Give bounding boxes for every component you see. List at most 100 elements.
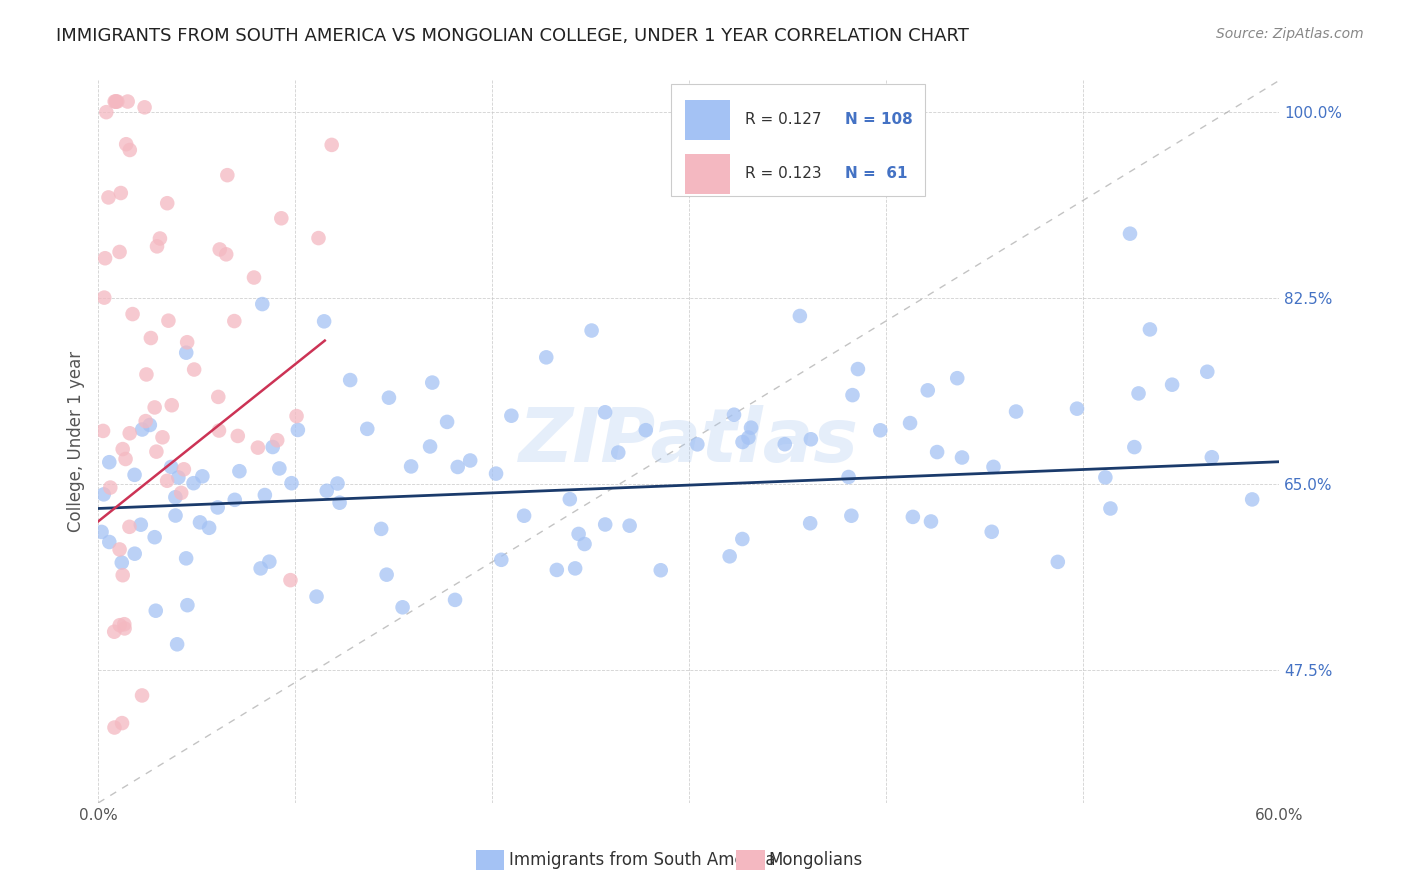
Point — [91, 424, 114, 438]
Point — [262, 440, 284, 454]
Point — [224, 492, 246, 507]
Point — [1197, 365, 1219, 379]
Text: Immigrants from South America: Immigrants from South America — [509, 851, 775, 869]
Point — [799, 516, 821, 531]
Text: N = 108: N = 108 — [845, 112, 912, 128]
Point — [370, 522, 392, 536]
Point — [447, 460, 470, 475]
Point — [838, 470, 860, 484]
Point — [737, 431, 759, 445]
Point — [593, 405, 616, 419]
Point — [1119, 227, 1142, 241]
Point — [104, 95, 127, 109]
Point — [139, 417, 162, 432]
Point — [124, 547, 146, 561]
Point — [314, 314, 336, 328]
Point — [568, 527, 591, 541]
Point — [1201, 450, 1223, 465]
Point — [124, 467, 146, 482]
Point — [315, 483, 337, 498]
Point — [773, 437, 796, 451]
Point — [329, 496, 352, 510]
Text: IMMIGRANTS FROM SOUTH AMERICA VS MONGOLIAN COLLEGE, UNDER 1 YEAR CORRELATION CHA: IMMIGRANTS FROM SOUTH AMERICA VS MONGOLI… — [56, 27, 969, 45]
Point — [183, 362, 205, 376]
Point — [731, 532, 754, 546]
Point — [94, 252, 117, 266]
Point — [259, 555, 281, 569]
Point — [1099, 501, 1122, 516]
Point — [166, 637, 188, 651]
Point — [287, 423, 309, 437]
Point — [280, 573, 302, 587]
FancyBboxPatch shape — [685, 154, 730, 194]
Point — [112, 617, 135, 632]
Point — [898, 416, 921, 430]
Y-axis label: College, Under 1 year: College, Under 1 year — [66, 351, 84, 533]
Point — [97, 190, 120, 204]
Point — [93, 291, 115, 305]
Point — [731, 435, 754, 450]
Point — [156, 474, 179, 488]
Point — [118, 426, 141, 441]
Point — [111, 556, 134, 570]
Point — [228, 464, 250, 478]
FancyBboxPatch shape — [685, 100, 730, 139]
Point — [266, 434, 288, 448]
Point — [103, 721, 125, 735]
Point — [983, 459, 1005, 474]
Point — [108, 542, 131, 557]
Point — [111, 442, 134, 456]
Point — [326, 476, 349, 491]
Point — [191, 469, 214, 483]
Point — [135, 414, 157, 428]
Point — [104, 95, 127, 109]
Point — [339, 373, 361, 387]
Point — [1066, 401, 1088, 416]
Point — [280, 476, 302, 491]
Point — [420, 376, 443, 390]
Point — [108, 244, 131, 259]
Point — [444, 593, 467, 607]
Point — [378, 391, 401, 405]
Point — [243, 270, 266, 285]
Point — [173, 462, 195, 476]
Point — [183, 476, 205, 491]
Point — [650, 563, 672, 577]
Point — [593, 517, 616, 532]
Text: R = 0.127: R = 0.127 — [745, 112, 821, 128]
Point — [485, 467, 508, 481]
Point — [269, 461, 291, 475]
Point — [285, 409, 308, 423]
Point — [927, 445, 949, 459]
Point — [634, 423, 657, 437]
Point — [513, 508, 536, 523]
Point — [723, 408, 745, 422]
Point — [841, 388, 863, 402]
Point — [174, 551, 197, 566]
Text: Mongolians: Mongolians — [769, 851, 863, 869]
Point — [581, 324, 603, 338]
Point — [253, 488, 276, 502]
Point — [165, 490, 187, 504]
Point — [491, 553, 513, 567]
Point — [841, 508, 863, 523]
Point — [901, 509, 924, 524]
Point — [188, 516, 211, 530]
Point — [105, 95, 128, 109]
Point — [1139, 322, 1161, 336]
Point — [846, 362, 869, 376]
Text: ZIPatlas: ZIPatlas — [519, 405, 859, 478]
Point — [686, 437, 709, 451]
Point — [226, 429, 249, 443]
Point — [1241, 492, 1264, 507]
Point — [90, 524, 112, 539]
Point — [143, 401, 166, 415]
Point — [950, 450, 973, 465]
Point — [160, 398, 183, 412]
Point — [1046, 555, 1069, 569]
Point — [869, 423, 891, 437]
Point — [98, 481, 121, 495]
Point — [1128, 386, 1150, 401]
Point — [111, 716, 134, 731]
Point — [501, 409, 523, 423]
